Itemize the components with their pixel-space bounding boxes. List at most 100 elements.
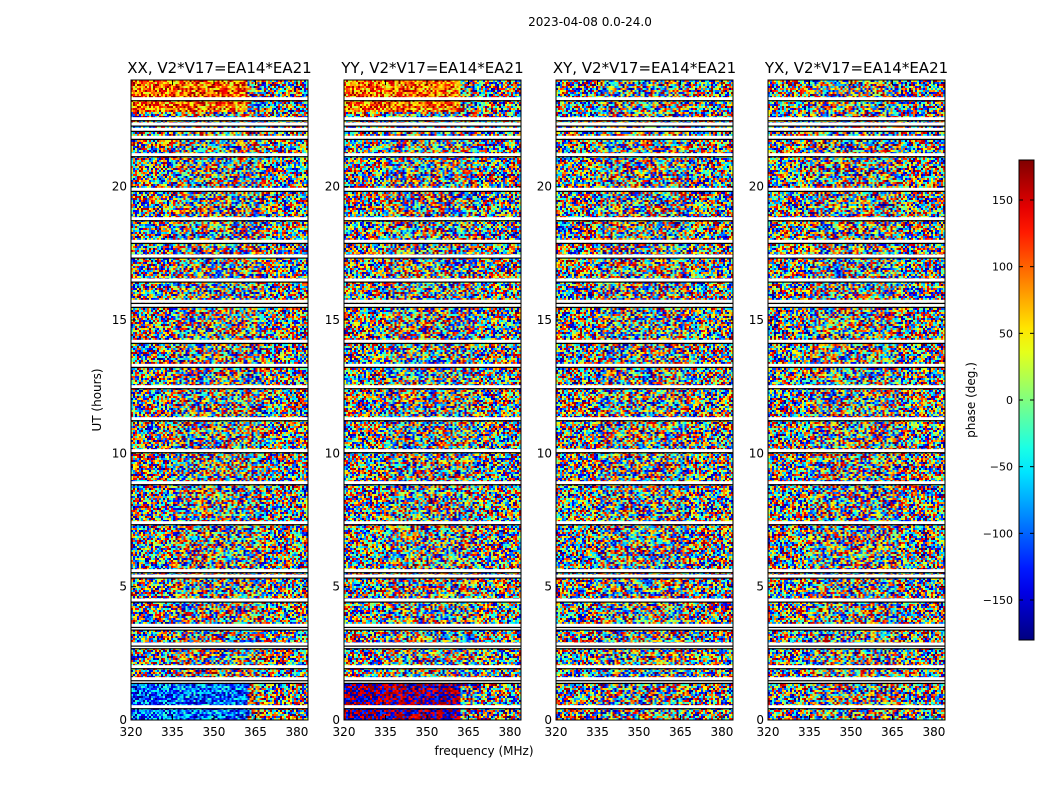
heatmap-image bbox=[768, 80, 945, 720]
flag-line bbox=[556, 626, 733, 629]
gap-stripe bbox=[768, 623, 945, 627]
gap-stripe bbox=[131, 303, 308, 307]
flag-line bbox=[131, 366, 308, 369]
flag-line bbox=[131, 682, 308, 685]
gap-stripe bbox=[131, 278, 308, 282]
flag-line bbox=[556, 648, 733, 650]
x-tick-label: 335 bbox=[161, 725, 184, 739]
x-tick-label: 365 bbox=[669, 725, 692, 739]
x-tick-label: 335 bbox=[586, 725, 609, 739]
x-tick-label: 320 bbox=[333, 725, 356, 739]
gap-stripe bbox=[556, 303, 733, 307]
x-tick-label: 380 bbox=[922, 725, 945, 739]
gap-stripe bbox=[556, 135, 733, 139]
flag-line bbox=[344, 366, 521, 369]
heatmap-image bbox=[131, 80, 308, 720]
y-tick-label: 0 bbox=[332, 713, 340, 727]
y-tick-label: 10 bbox=[325, 446, 340, 460]
x-tick-label: 380 bbox=[498, 725, 521, 739]
flag-line bbox=[768, 100, 945, 102]
gap-stripe bbox=[556, 623, 733, 627]
flag-line bbox=[768, 708, 945, 710]
flag-line bbox=[556, 257, 733, 259]
y-tick-label: 20 bbox=[537, 180, 552, 194]
colorbar-tick-label: −150 bbox=[983, 594, 1013, 607]
gap-stripe bbox=[344, 481, 521, 485]
flag-line bbox=[556, 138, 733, 141]
flag-line bbox=[768, 648, 945, 650]
flag-line bbox=[131, 708, 308, 710]
gap-stripe bbox=[344, 153, 521, 157]
flag-line bbox=[131, 242, 308, 245]
gap-stripe bbox=[131, 97, 308, 101]
panel-2: XY, V2*V17=EA14*EA21 320 335 350 365 380 0 5 10 1… bbox=[537, 59, 736, 739]
x-axis-label: frequency (MHz) bbox=[434, 744, 533, 758]
panel-title: XY, V2*V17=EA14*EA21 bbox=[553, 59, 736, 77]
flag-line bbox=[768, 138, 945, 141]
gap-stripe bbox=[344, 665, 521, 669]
gap-stripe bbox=[768, 449, 945, 453]
gap-stripe bbox=[768, 97, 945, 101]
gap-stripe bbox=[556, 122, 733, 126]
gap-stripe bbox=[768, 127, 945, 131]
x-tick-label: 320 bbox=[120, 725, 143, 739]
y-tick-label: 20 bbox=[749, 180, 764, 194]
gap-stripe bbox=[344, 569, 521, 573]
flag-line bbox=[556, 342, 733, 345]
gap-stripe bbox=[556, 339, 733, 343]
flag-line bbox=[768, 668, 945, 670]
flag-line bbox=[768, 420, 945, 422]
gap-stripe bbox=[556, 521, 733, 525]
gap-stripe bbox=[131, 417, 308, 421]
flag-line bbox=[344, 648, 521, 650]
flag-line bbox=[131, 577, 308, 579]
gap-stripe bbox=[131, 135, 308, 139]
flag-line bbox=[131, 629, 308, 631]
flag-line bbox=[556, 645, 733, 647]
flag-line bbox=[556, 220, 733, 222]
gap-stripe bbox=[131, 521, 308, 525]
flag-line bbox=[768, 524, 945, 526]
flag-line bbox=[768, 680, 945, 682]
flag-line bbox=[768, 190, 945, 193]
y-tick-label: 10 bbox=[537, 446, 552, 460]
flag-line bbox=[344, 484, 521, 486]
flag-line bbox=[556, 242, 733, 245]
flag-line bbox=[344, 645, 521, 647]
gap-stripe bbox=[768, 217, 945, 221]
gap-stripe bbox=[556, 363, 733, 367]
gap-stripe bbox=[344, 299, 521, 303]
colorbar-tick-label: 50 bbox=[999, 327, 1013, 340]
flag-line bbox=[344, 306, 521, 309]
gap-stripe bbox=[131, 117, 308, 121]
gap-stripe bbox=[556, 153, 733, 157]
flag-line bbox=[768, 306, 945, 309]
gap-stripe bbox=[768, 239, 945, 243]
flag-line bbox=[768, 220, 945, 222]
panel-3: YX, V2*V17=EA14*EA21 320 335 350 365 380 0 5 10 1… bbox=[749, 59, 948, 739]
flag-line bbox=[131, 156, 308, 158]
flag-line bbox=[344, 577, 521, 579]
y-tick-label: 10 bbox=[112, 446, 127, 460]
y-tick-label: 5 bbox=[119, 580, 127, 594]
gap-stripe bbox=[556, 278, 733, 282]
flag-line bbox=[131, 342, 308, 345]
gap-stripe bbox=[768, 254, 945, 258]
gap-stripe bbox=[768, 117, 945, 121]
colorbar: 150 100 50 0 −50 −100 −150 bbox=[983, 159, 1035, 641]
x-tick-label: 380 bbox=[285, 725, 308, 739]
flag-line bbox=[768, 601, 945, 603]
gap-stripe bbox=[344, 705, 521, 709]
gap-stripe bbox=[131, 127, 308, 131]
flag-line bbox=[131, 452, 308, 454]
gap-stripe bbox=[556, 677, 733, 681]
flag-line bbox=[556, 668, 733, 670]
flag-line bbox=[556, 366, 733, 369]
flag-line bbox=[344, 156, 521, 158]
flag-line bbox=[131, 257, 308, 259]
x-tick-label: 365 bbox=[881, 725, 904, 739]
flag-line bbox=[344, 629, 521, 631]
flag-line bbox=[556, 130, 733, 133]
flag-line bbox=[131, 306, 308, 309]
gap-stripe bbox=[131, 363, 308, 367]
